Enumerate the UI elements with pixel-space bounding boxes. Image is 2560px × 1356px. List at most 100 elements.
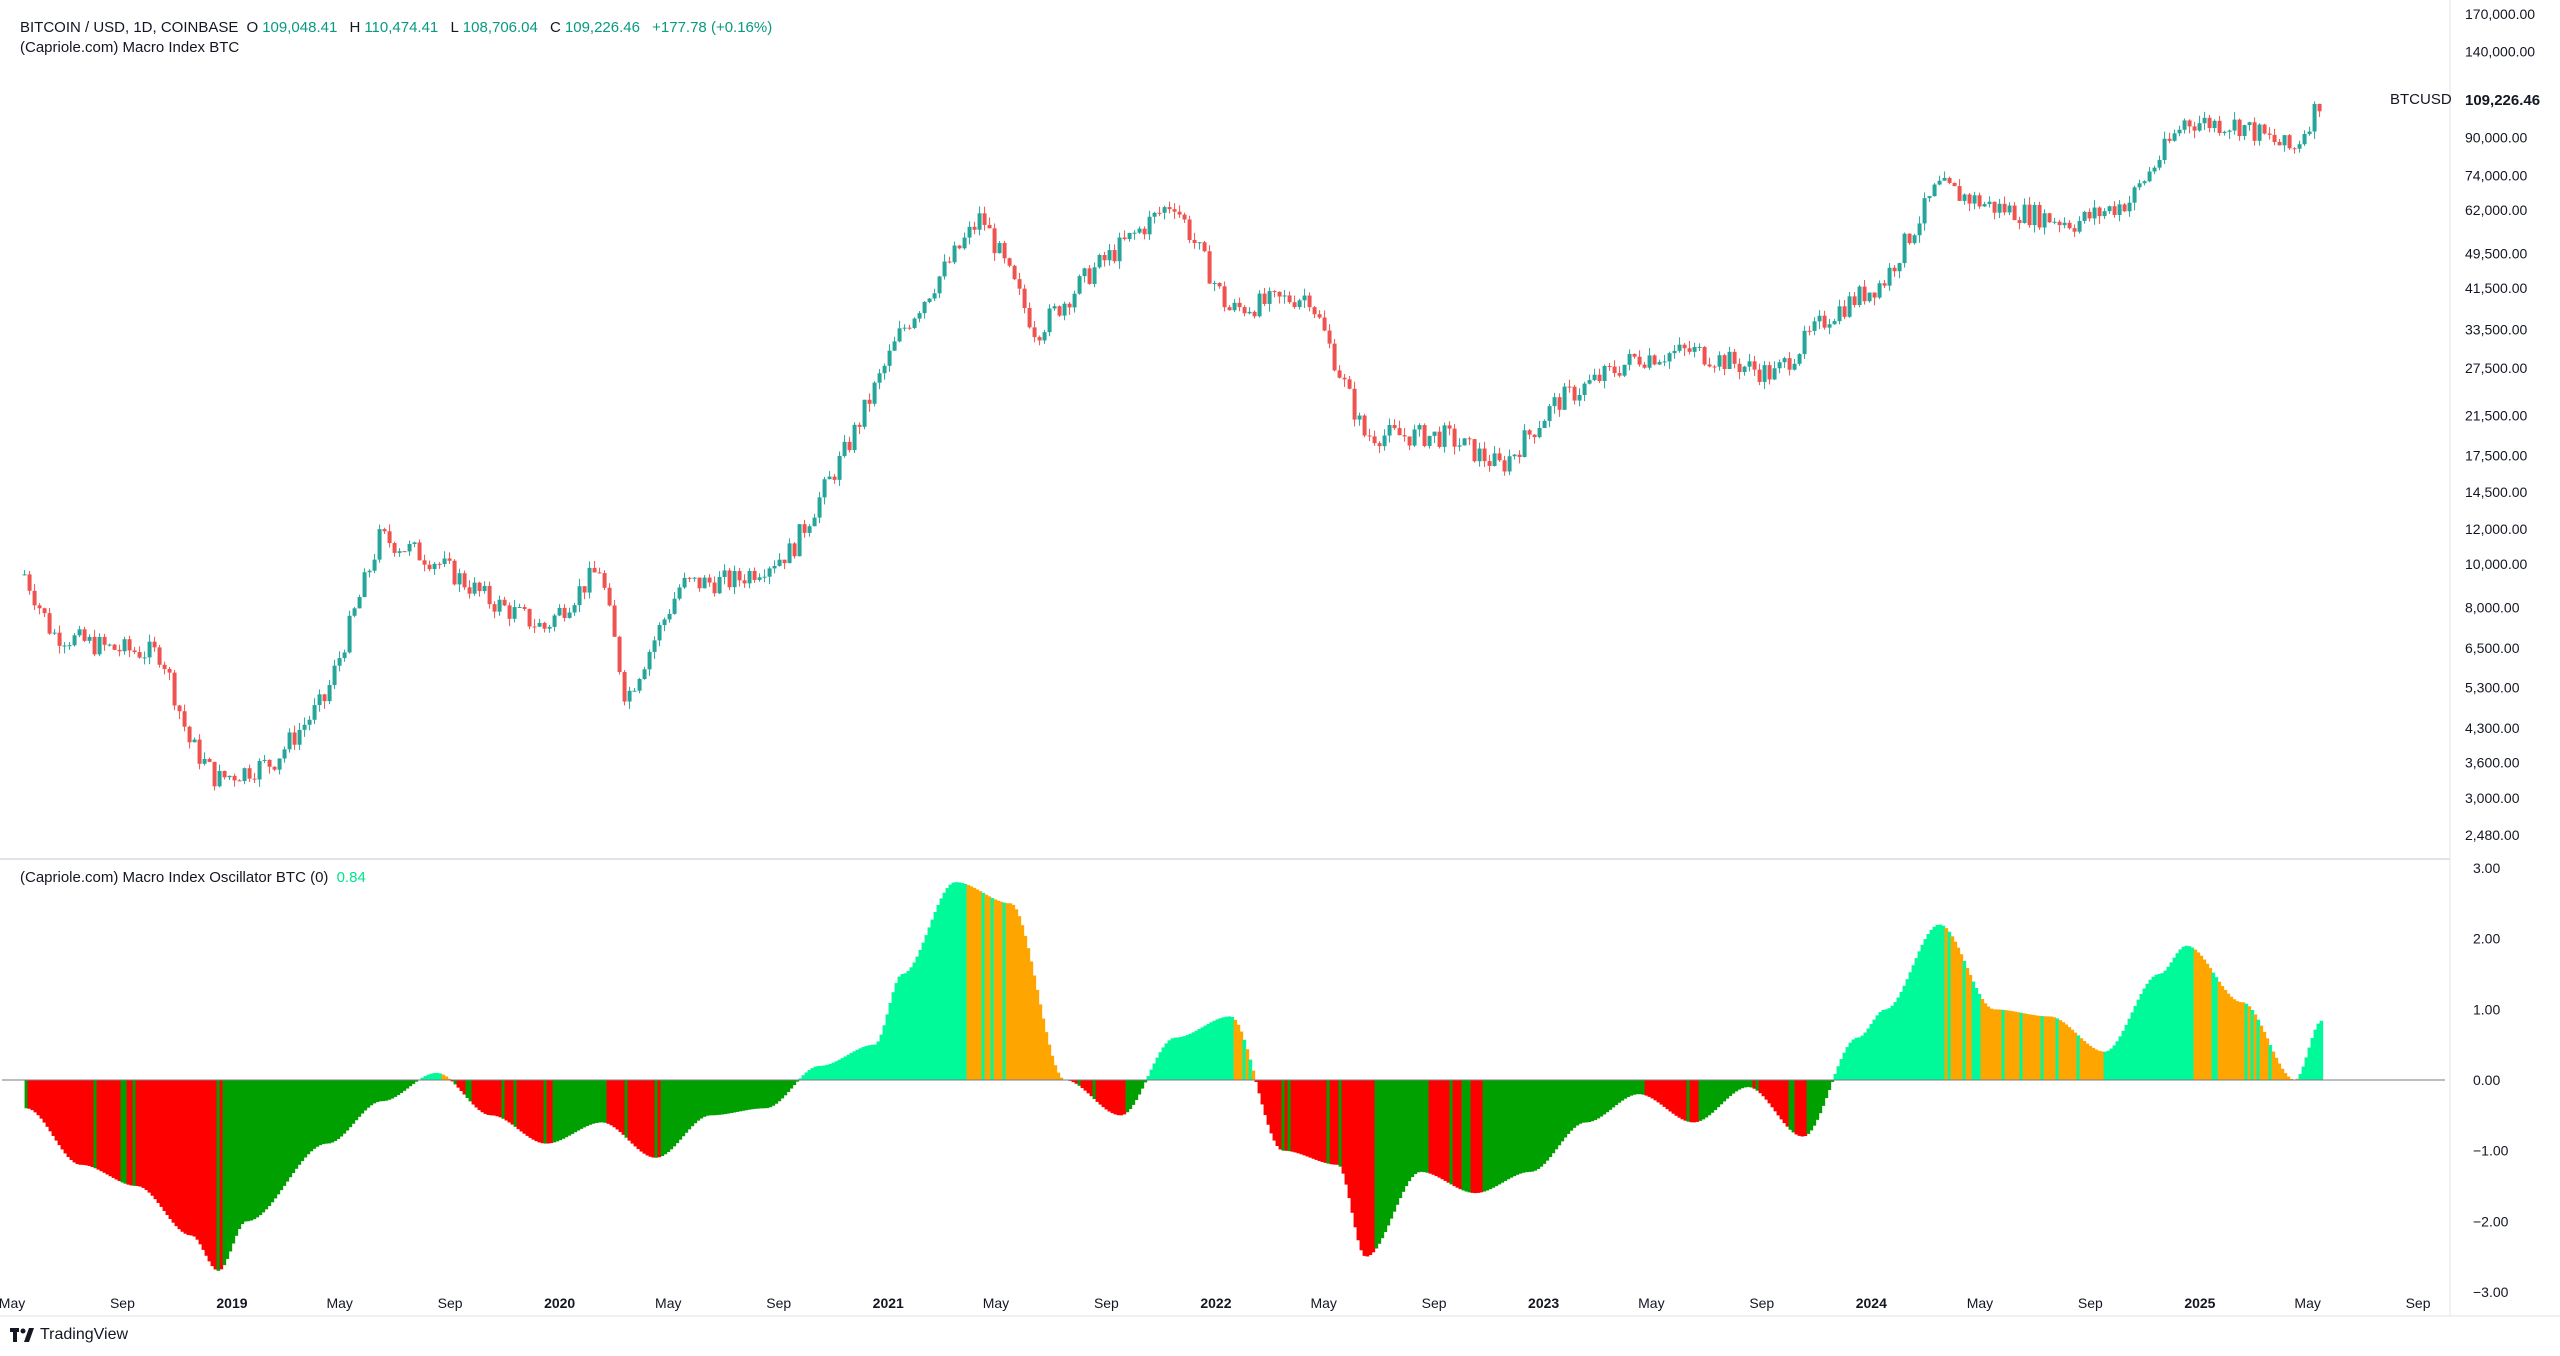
price-candle: [802, 524, 807, 533]
oscillator-bar: [1074, 1080, 1079, 1084]
price-candle: [1727, 351, 1732, 370]
oscillator-bar: [306, 1080, 311, 1155]
oscillator-bar: [1530, 1080, 1535, 1172]
oscillator-bar: [1008, 903, 1013, 1080]
oscillator-bar: [1491, 1080, 1496, 1188]
price-candle: [247, 768, 252, 779]
price-candle: [107, 644, 112, 646]
oscillator-bar: [1134, 1080, 1139, 1101]
oscillator-bar: [1815, 1080, 1820, 1120]
oscillator-bar: [1881, 1009, 1886, 1080]
oscillator-bar: [1152, 1063, 1157, 1080]
oscillator-bar: [978, 891, 983, 1080]
oscillator-bar: [549, 1080, 554, 1144]
oscillator-bar: [732, 1080, 737, 1113]
tradingview-logo[interactable]: TradingView: [10, 1322, 128, 1348]
oscillator-bar: [1506, 1080, 1511, 1180]
oscillator-bar: [1713, 1080, 1718, 1111]
oscillator-bar: [1596, 1080, 1601, 1119]
ohlc-low: L 108,706.04: [450, 19, 538, 36]
oscillator-bar: [2310, 1038, 2315, 1080]
oscillator-bar: [135, 1080, 140, 1187]
oscillator-bar: [1524, 1080, 1529, 1173]
price-candle: [1227, 307, 1232, 311]
oscillator-bar: [2100, 1051, 2105, 1080]
price-candle: [1257, 293, 1262, 317]
price-candle: [1942, 177, 1947, 181]
oscillator-bar: [219, 1080, 224, 1270]
symbol-title[interactable]: BITCOIN / USD, 1D, COINBASE: [20, 19, 239, 36]
price-candle: [1617, 373, 1622, 376]
oscillator-bar: [498, 1080, 503, 1118]
pane-separator[interactable]: [0, 0, 2560, 1317]
oscillator-bar: [2121, 1030, 2126, 1080]
price-candle: [917, 313, 922, 319]
oscillator-pane[interactable]: [2, 882, 2445, 1271]
oscillator-bar: [2133, 1005, 2138, 1080]
oscillator-bar: [693, 1080, 698, 1124]
oscillator-bar: [1458, 1080, 1463, 1190]
price-candle: [352, 608, 357, 616]
oscillator-bar: [1821, 1080, 1826, 1106]
price-candle: [1377, 443, 1382, 447]
time-axis-tick: May: [2294, 1295, 2320, 1311]
price-axis[interactable]: 170,000.00 140,000.00 109,226.46 90,000.00 7…: [2465, 6, 2540, 843]
oscillator-bar: [354, 1080, 359, 1121]
oscillator-bar: [312, 1080, 317, 1149]
oscillator-title[interactable]: (Capriole.com) Macro Index Oscillator BT…: [20, 869, 329, 886]
oscillator-bar: [450, 1080, 455, 1082]
price-candle: [1087, 268, 1092, 284]
price-candle: [1717, 355, 1722, 367]
oscillator-bar: [1119, 1080, 1124, 1116]
oscillator-bar: [1728, 1080, 1733, 1096]
oscillator-bar: [1122, 1080, 1127, 1115]
price-candle: [1337, 370, 1342, 378]
oscillator-bar: [921, 942, 926, 1080]
oscillator-bar: [2124, 1024, 2129, 1080]
price-candle: [1017, 279, 1022, 289]
oscillator-bar: [2172, 957, 2177, 1080]
oscillator-bar: [381, 1080, 386, 1102]
oscillator-bar: [2145, 983, 2150, 1080]
oscillator-bar: [2064, 1024, 2069, 1080]
oscillator-bar: [2058, 1020, 2063, 1080]
oscillator-bar: [993, 899, 998, 1080]
price-candle: [777, 559, 782, 566]
oscillator-bar: [330, 1080, 335, 1143]
oscillator-bar: [633, 1080, 638, 1147]
price-candle: [967, 226, 972, 238]
oscillator-bar: [1980, 998, 1985, 1080]
oscillator-bar: [420, 1077, 425, 1080]
oscillator-bar: [615, 1080, 620, 1130]
oscillator-bar: [456, 1080, 461, 1088]
oscillator-bar: [2259, 1025, 2264, 1080]
oscillator-bar: [2277, 1063, 2282, 1080]
price-candle: [962, 237, 967, 249]
oscillator-axis[interactable]: 3.00 2.00 1.00 0.00 −1.00 −2.00 −3.00: [2473, 860, 2509, 1300]
oscillator-bar: [462, 1080, 467, 1095]
price-candle: [2192, 126, 2197, 131]
oscillator-bar: [1533, 1080, 1538, 1171]
price-candle: [442, 558, 447, 565]
oscillator-bar: [861, 1047, 866, 1080]
indicator-title[interactable]: (Capriole.com) Macro Index BTC: [20, 39, 240, 56]
price-candle: [587, 567, 592, 593]
oscillator-bar: [810, 1068, 815, 1080]
price-candle: [102, 636, 107, 645]
oscillator-bar: [1986, 1006, 1991, 1080]
oscillator-legend[interactable]: (Capriole.com) Macro Index Oscillator BT…: [20, 868, 370, 888]
price-candle: [932, 293, 937, 299]
price-candle: [92, 636, 97, 655]
oscillator-bar: [1860, 1035, 1865, 1080]
time-axis-tick: May: [655, 1295, 681, 1311]
price-candle: [2312, 103, 2317, 132]
price-candle: [2292, 148, 2297, 150]
indicator-legend[interactable]: (Capriole.com) Macro Index BTC: [20, 38, 243, 58]
oscillator-bar: [1872, 1019, 1877, 1080]
price-candle: [1007, 258, 1012, 266]
oscillator-bar: [1848, 1042, 1853, 1080]
time-axis[interactable]: May Sep 2019 May Sep 2020 May Sep 2021 May Sep 2022…: [0, 1295, 2431, 1311]
price-candle: [322, 694, 327, 702]
price-pane[interactable]: [22, 101, 2322, 791]
